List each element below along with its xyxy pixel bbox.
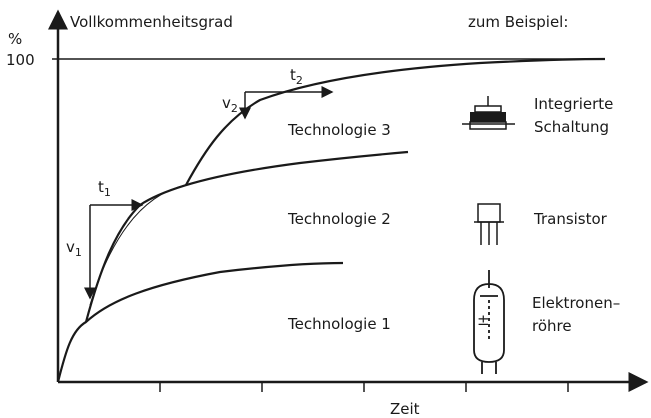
example-text: Elektronen– — [532, 294, 620, 312]
marker-v2: v2 — [222, 94, 238, 115]
curve-label: Technologie 3 — [287, 121, 391, 139]
marker-letter: v — [222, 94, 231, 112]
example-text: Integrierte — [534, 95, 613, 113]
ic-icon — [462, 96, 515, 129]
example-text: Transistor — [533, 210, 608, 228]
marker-t2: t2 — [290, 66, 303, 87]
marker-letter: v — [66, 238, 75, 256]
diagram: Vollkommenheitsgrad % 100 zum Beispiel: … — [0, 0, 651, 418]
marker-sub: 2 — [296, 74, 303, 87]
example-label: zum Beispiel: — [468, 13, 568, 31]
marker-t1: t1 — [98, 178, 111, 199]
marker-v1: v1 — [66, 238, 82, 259]
marker-sub: 2 — [231, 102, 238, 115]
marker-sub: 1 — [75, 246, 82, 259]
y-unit: % — [8, 30, 22, 48]
tube-symbol: ± — [477, 311, 490, 329]
y-max-label: 100 — [6, 51, 35, 69]
envelope — [90, 185, 186, 305]
y-label: Vollkommenheitsgrad — [70, 13, 233, 31]
curve-label: Technologie 1 — [287, 315, 391, 333]
transistor-icon — [474, 204, 504, 245]
marker-sub: 1 — [104, 186, 111, 199]
axes — [52, 12, 646, 392]
tube-icon: ± — [474, 270, 504, 374]
example-text: Schaltung — [534, 118, 609, 136]
x-label: Zeit — [390, 400, 420, 418]
curve-label: Technologie 2 — [287, 210, 391, 228]
example-text: röhre — [532, 317, 572, 335]
curve-2 — [86, 152, 408, 322]
